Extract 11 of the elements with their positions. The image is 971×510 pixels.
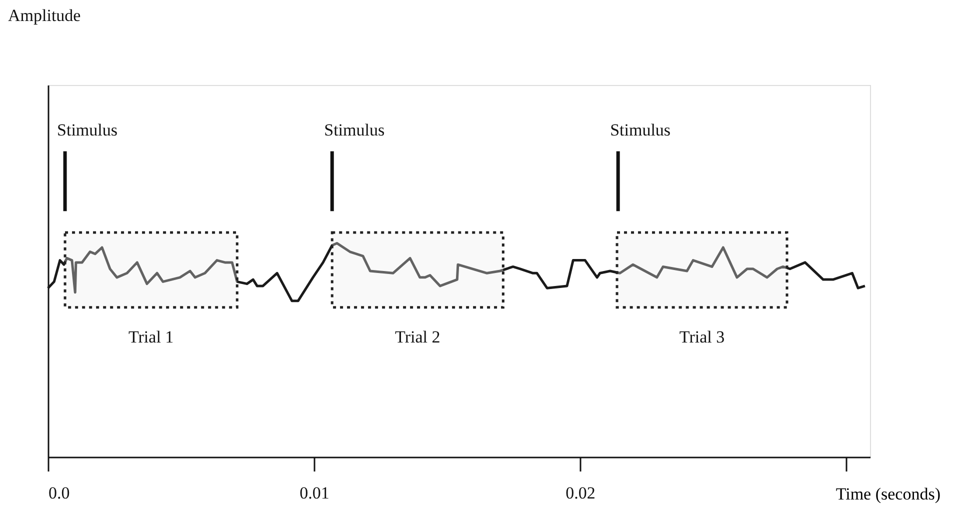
x-axis-title: Time (seconds) <box>836 484 940 504</box>
ref-line-label: Stimulus <box>324 120 385 140</box>
text: Amplitude <box>8 6 81 25</box>
ref-line-label: Stimulus <box>610 120 671 140</box>
x-tick-label: 0.01 <box>300 484 330 502</box>
band-label: Trial 3 <box>679 327 725 346</box>
band-label: Trial 1 <box>128 327 174 346</box>
x-tick-label: 0.02 <box>566 484 596 502</box>
band-label: Trial 2 <box>395 327 440 346</box>
x-tick-label: 0.0 <box>48 484 70 502</box>
ref-line-label: Stimulus <box>57 120 118 140</box>
